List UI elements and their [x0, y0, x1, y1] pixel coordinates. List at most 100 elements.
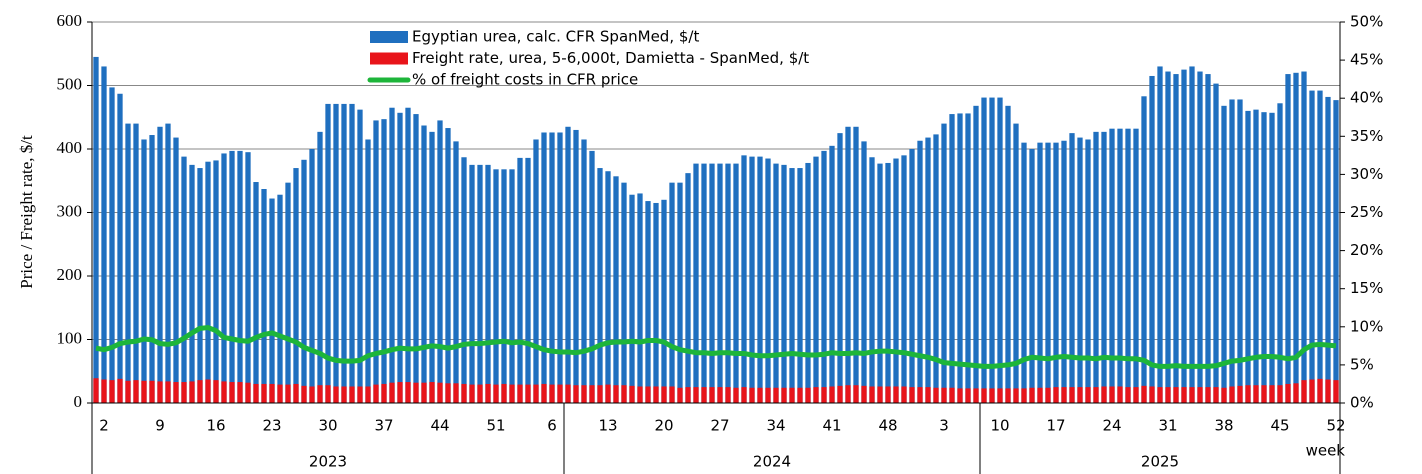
- bar: [221, 381, 227, 403]
- bar: [1101, 386, 1107, 403]
- bar: [1021, 388, 1027, 403]
- bar: [709, 387, 715, 403]
- bar: [813, 156, 819, 403]
- bar: [581, 139, 587, 403]
- bar: [1197, 387, 1203, 403]
- bar: [357, 109, 363, 403]
- x-tick-label: 44: [430, 417, 449, 435]
- bar: [1277, 103, 1283, 403]
- bar: [925, 387, 931, 403]
- bar: [1157, 387, 1163, 403]
- bar: [965, 388, 971, 403]
- bar: [701, 163, 707, 403]
- bar: [365, 139, 371, 403]
- bar: [1213, 83, 1219, 403]
- bar: [429, 382, 435, 403]
- bar: [1133, 128, 1139, 403]
- bar: [1261, 385, 1267, 403]
- bar: [773, 387, 779, 403]
- bar: [261, 383, 267, 403]
- bar: [1085, 139, 1091, 403]
- bar: [1181, 69, 1187, 403]
- group-label: 2024: [753, 453, 791, 471]
- x-tick-label: 38: [1214, 417, 1233, 435]
- bar: [1229, 99, 1235, 403]
- bar: [309, 149, 315, 403]
- bar: [469, 164, 475, 403]
- bar: [917, 387, 923, 403]
- bar: [549, 132, 555, 404]
- bar: [869, 386, 875, 403]
- bar: [253, 383, 259, 403]
- bar: [621, 385, 627, 403]
- bar: [1277, 385, 1283, 403]
- bar: [997, 388, 1003, 403]
- bar: [93, 56, 99, 404]
- x-axis-title: week: [1306, 442, 1346, 460]
- bar: [1317, 90, 1323, 403]
- bar: [1301, 71, 1307, 403]
- y-tick-label: 300: [57, 201, 83, 220]
- bar: [277, 194, 283, 403]
- x-tick-label: 37: [374, 417, 393, 435]
- bar: [741, 155, 747, 403]
- bar: [749, 387, 755, 403]
- bar: [557, 132, 563, 404]
- bar: [973, 105, 979, 403]
- bar: [1293, 72, 1299, 404]
- bar: [517, 157, 523, 403]
- bar: [1173, 387, 1179, 403]
- y-axis-title: Price / Freight rate, $/t: [17, 135, 36, 289]
- x-tick-label: 9: [155, 417, 165, 435]
- bar: [669, 182, 675, 403]
- bar: [341, 103, 347, 403]
- bar: [629, 194, 635, 403]
- bar: [1085, 387, 1091, 403]
- bar: [957, 388, 963, 403]
- bar: [373, 384, 379, 403]
- bar: [645, 386, 651, 403]
- bar: [277, 384, 283, 403]
- bar: [205, 161, 211, 403]
- bar: [165, 381, 171, 403]
- bar: [1181, 387, 1187, 403]
- bar: [821, 150, 827, 403]
- bar: [317, 131, 323, 404]
- bar: [453, 383, 459, 403]
- x-tick-label: 17: [1046, 417, 1065, 435]
- bar: [949, 387, 955, 403]
- bar: [1157, 66, 1163, 403]
- bar: [1029, 149, 1035, 403]
- bar: [397, 112, 403, 404]
- bar: [181, 382, 187, 403]
- bar: [485, 164, 491, 403]
- x-tick-label: 20: [654, 417, 673, 435]
- bar: [461, 383, 467, 403]
- bar: [1069, 133, 1075, 403]
- bar: [349, 103, 355, 403]
- bar: [653, 202, 659, 403]
- y2-tick-label: 20%: [1350, 241, 1383, 259]
- bar: [1125, 128, 1131, 403]
- bar: [141, 139, 147, 403]
- bar: [1317, 378, 1323, 403]
- legend-swatch: [370, 52, 408, 65]
- bar: [173, 137, 179, 403]
- bar: [877, 163, 883, 403]
- bar: [1149, 75, 1155, 403]
- bar: [373, 120, 379, 404]
- bar: [501, 169, 507, 403]
- legend-label: Freight rate, urea, 5-6,000t, Damietta -…: [412, 49, 809, 67]
- bar: [597, 168, 603, 403]
- bar: [661, 386, 667, 403]
- bar: [1093, 131, 1099, 404]
- bar: [405, 107, 411, 403]
- bar: [773, 163, 779, 403]
- bar: [1325, 379, 1331, 403]
- bar: [293, 383, 299, 403]
- bar: [125, 123, 131, 403]
- bar: [165, 123, 171, 403]
- bar: [157, 126, 163, 404]
- bar: [829, 145, 835, 403]
- bar: [589, 385, 595, 403]
